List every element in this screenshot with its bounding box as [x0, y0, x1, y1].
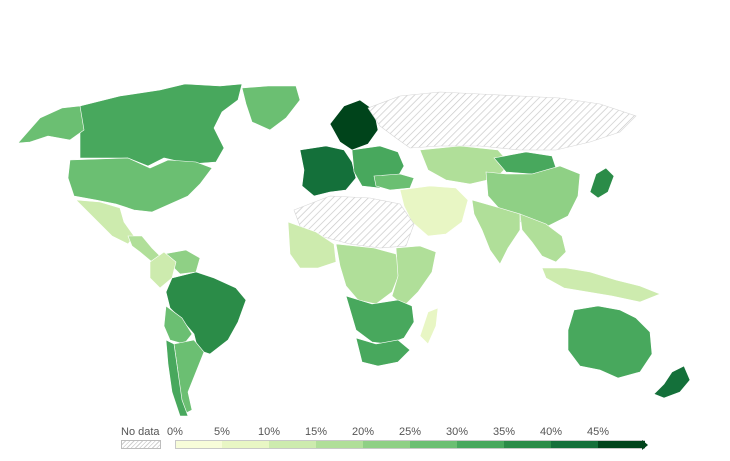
region-india[interactable] [471, 199, 521, 265]
region-southeast-asia[interactable] [519, 213, 567, 263]
region-new-zealand[interactable] [653, 365, 691, 399]
region-southern-africa[interactable] [345, 295, 415, 345]
region-south-africa[interactable] [355, 337, 411, 367]
region-russia[interactable] [367, 91, 637, 151]
region-canada[interactable] [79, 83, 243, 167]
region-greenland[interactable] [241, 85, 301, 131]
region-madagascar[interactable] [419, 307, 439, 345]
region-brazil[interactable] [165, 271, 247, 355]
region-chile[interactable] [165, 339, 189, 417]
region-japan[interactable] [589, 167, 615, 199]
region-middle-east[interactable] [399, 185, 469, 237]
region-east-africa[interactable] [391, 245, 437, 307]
region-scandinavia[interactable] [329, 99, 379, 151]
region-west-africa[interactable] [287, 221, 337, 269]
region-indonesia[interactable] [541, 267, 661, 303]
region-western-europe[interactable] [299, 145, 357, 197]
region-australia[interactable] [567, 305, 653, 379]
region-turkey[interactable] [373, 173, 415, 191]
region-alaska[interactable] [17, 105, 85, 144]
region-central-africa[interactable] [335, 243, 401, 305]
region-united-states[interactable] [67, 157, 213, 213]
